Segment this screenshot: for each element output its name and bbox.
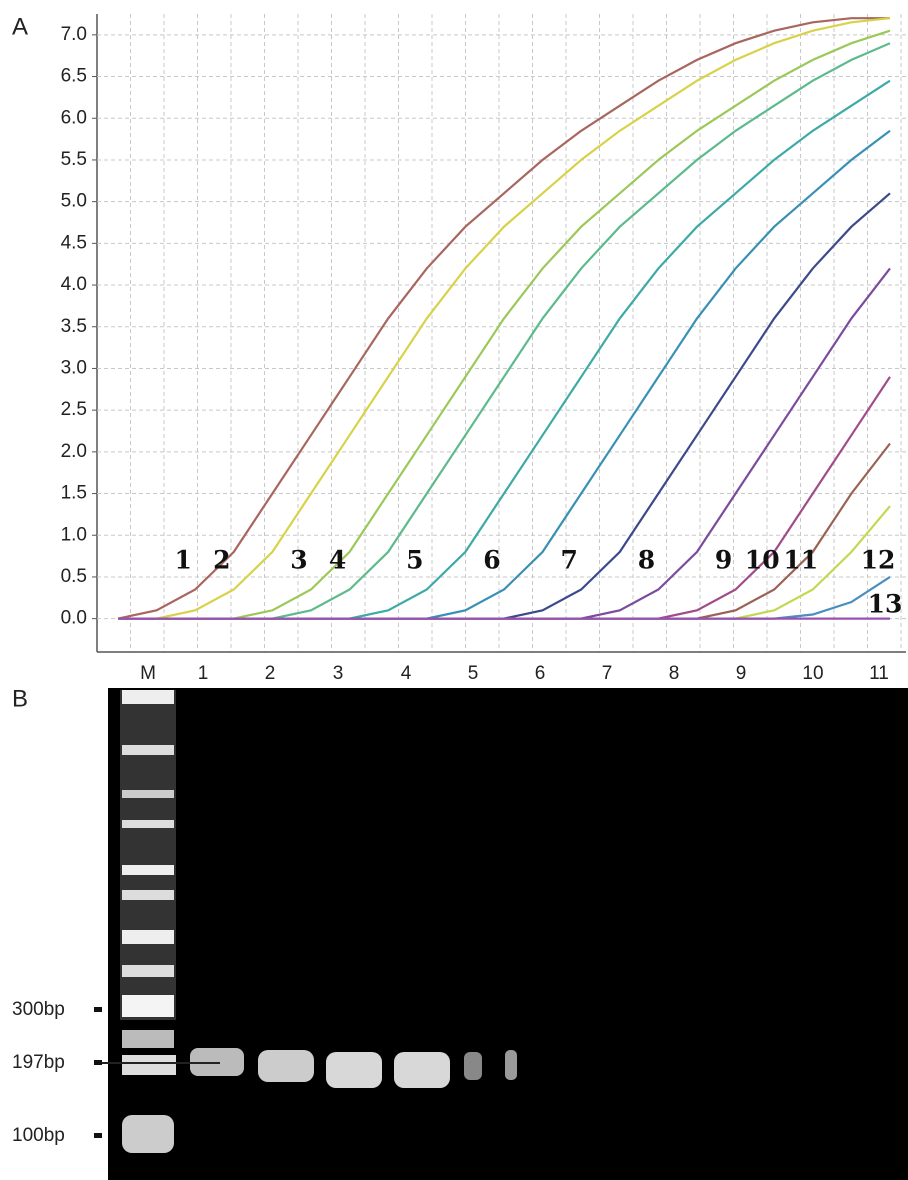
series-line xyxy=(117,17,890,620)
y-tick-label: 3.5 xyxy=(61,316,87,337)
series-line xyxy=(118,376,891,620)
y-tick-label: 0.5 xyxy=(61,566,87,587)
curve-label: 10 xyxy=(745,545,780,574)
lane-label: 3 xyxy=(333,663,344,684)
curve-label: 5 xyxy=(406,545,423,574)
curve-label: 11 xyxy=(783,545,818,574)
series-line xyxy=(118,79,891,620)
curve-label: 3 xyxy=(290,545,307,574)
lane-label: 11 xyxy=(869,663,889,684)
marker-label: 100bp xyxy=(12,1125,65,1146)
lane-label: 1 xyxy=(198,663,209,684)
marker-ticks xyxy=(94,1007,102,1138)
y-tick-label: 4.5 xyxy=(61,232,87,253)
series-line xyxy=(118,17,891,620)
lane-label: 10 xyxy=(802,663,823,684)
curve-label: 4 xyxy=(329,545,346,574)
y-tick-label: 2.0 xyxy=(61,441,87,462)
lane-label: 2 xyxy=(265,663,276,684)
vertical-grid xyxy=(130,14,902,652)
y-tick-label: 3.0 xyxy=(61,357,87,378)
series-line xyxy=(118,42,891,620)
y-tick-label: 0.0 xyxy=(61,608,87,629)
curve-label: 1 xyxy=(174,545,191,574)
gel-bands xyxy=(120,690,517,1153)
lane-label: 4 xyxy=(401,663,412,684)
lane-label: 9 xyxy=(736,663,747,684)
curve-label: 13 xyxy=(868,589,903,618)
y-tick-label: 4.0 xyxy=(61,274,87,295)
gel-image xyxy=(108,688,908,1180)
y-tick-label: 6.5 xyxy=(61,66,87,87)
panel-label: A xyxy=(12,13,28,40)
curve-label: 8 xyxy=(638,545,655,574)
lane-label: 6 xyxy=(535,663,546,684)
panel-label: B xyxy=(12,685,28,712)
curve-label: 12 xyxy=(861,545,896,574)
y-tick-label: 5.5 xyxy=(61,149,87,170)
marker-label: 300bp xyxy=(12,999,65,1020)
curve-label: 6 xyxy=(483,545,500,574)
y-tick-label: 1.5 xyxy=(61,483,87,504)
y-tick-label: 7.0 xyxy=(61,24,87,45)
series-line xyxy=(118,575,891,620)
series-line xyxy=(118,29,891,620)
y-tick-label: 2.5 xyxy=(61,399,87,420)
marker-label: 197bp xyxy=(12,1052,65,1073)
lane-label: 8 xyxy=(669,663,680,684)
lane-label: 7 xyxy=(602,663,613,684)
curve-label: 2 xyxy=(213,545,230,574)
y-tick-label: 6.0 xyxy=(61,107,87,128)
y-tick-label: 1.0 xyxy=(61,524,87,545)
lane-label: M xyxy=(140,663,156,684)
y-tick-label: 5.0 xyxy=(61,191,87,212)
lane-label: 5 xyxy=(468,663,479,684)
curve-label: 7 xyxy=(560,545,577,574)
series-line xyxy=(118,442,891,620)
curve-label: 9 xyxy=(715,545,732,574)
